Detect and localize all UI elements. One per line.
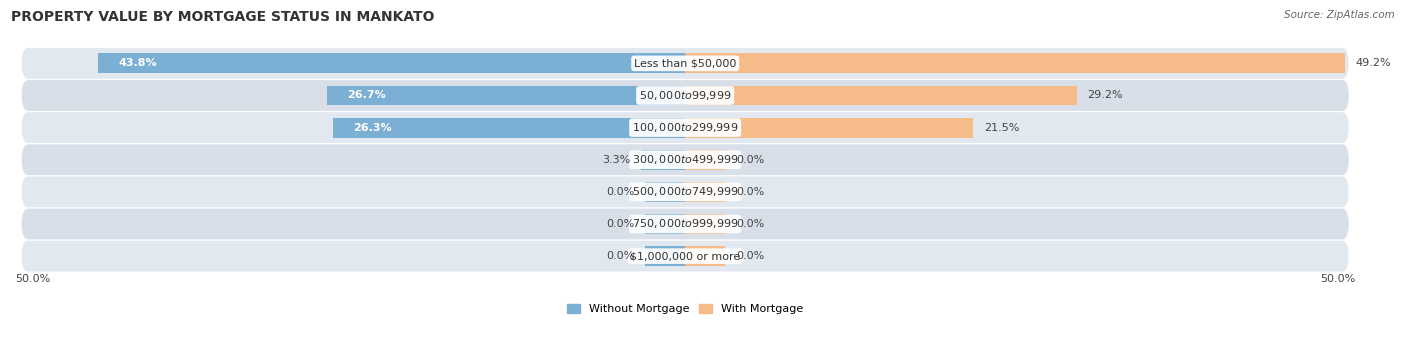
- Bar: [685, 118, 973, 137]
- FancyBboxPatch shape: [21, 80, 1348, 111]
- Text: 50.0%: 50.0%: [1320, 274, 1355, 284]
- Text: $750,000 to $999,999: $750,000 to $999,999: [631, 218, 738, 231]
- Text: 0.0%: 0.0%: [737, 219, 765, 229]
- Text: 26.3%: 26.3%: [353, 123, 391, 133]
- Text: 0.0%: 0.0%: [737, 251, 765, 261]
- Text: $500,000 to $749,999: $500,000 to $749,999: [631, 186, 738, 198]
- Bar: [641, 150, 685, 170]
- Text: PROPERTY VALUE BY MORTGAGE STATUS IN MANKATO: PROPERTY VALUE BY MORTGAGE STATUS IN MAN…: [11, 10, 434, 24]
- FancyBboxPatch shape: [21, 112, 1348, 143]
- Text: 43.8%: 43.8%: [118, 58, 157, 68]
- Text: $50,000 to $99,999: $50,000 to $99,999: [638, 89, 731, 102]
- Text: $300,000 to $499,999: $300,000 to $499,999: [631, 153, 738, 166]
- FancyBboxPatch shape: [21, 48, 1348, 79]
- Text: 0.0%: 0.0%: [606, 251, 634, 261]
- FancyBboxPatch shape: [21, 144, 1348, 175]
- Text: 3.3%: 3.3%: [602, 155, 630, 165]
- Bar: [685, 246, 725, 266]
- Text: 26.7%: 26.7%: [347, 90, 387, 101]
- Text: 0.0%: 0.0%: [737, 155, 765, 165]
- Text: Less than $50,000: Less than $50,000: [634, 58, 737, 68]
- Text: $100,000 to $299,999: $100,000 to $299,999: [631, 121, 738, 134]
- Text: $1,000,000 or more: $1,000,000 or more: [630, 251, 741, 261]
- FancyBboxPatch shape: [21, 176, 1348, 207]
- FancyBboxPatch shape: [21, 209, 1348, 239]
- Text: 0.0%: 0.0%: [737, 187, 765, 197]
- Bar: [685, 54, 1344, 73]
- Text: Source: ZipAtlas.com: Source: ZipAtlas.com: [1284, 10, 1395, 20]
- Text: 0.0%: 0.0%: [606, 187, 634, 197]
- Bar: [645, 246, 685, 266]
- Bar: [685, 214, 725, 234]
- Bar: [685, 150, 725, 170]
- Legend: Without Mortgage, With Mortgage: Without Mortgage, With Mortgage: [562, 299, 807, 318]
- Bar: [685, 182, 725, 202]
- Bar: [328, 86, 685, 105]
- Text: 49.2%: 49.2%: [1355, 58, 1391, 68]
- Bar: [685, 86, 1077, 105]
- Text: 50.0%: 50.0%: [15, 274, 51, 284]
- Bar: [98, 54, 685, 73]
- Bar: [645, 214, 685, 234]
- FancyBboxPatch shape: [21, 241, 1348, 271]
- Bar: [645, 182, 685, 202]
- Text: 0.0%: 0.0%: [606, 219, 634, 229]
- Text: 21.5%: 21.5%: [984, 123, 1019, 133]
- Text: 29.2%: 29.2%: [1087, 90, 1123, 101]
- Bar: [333, 118, 685, 137]
